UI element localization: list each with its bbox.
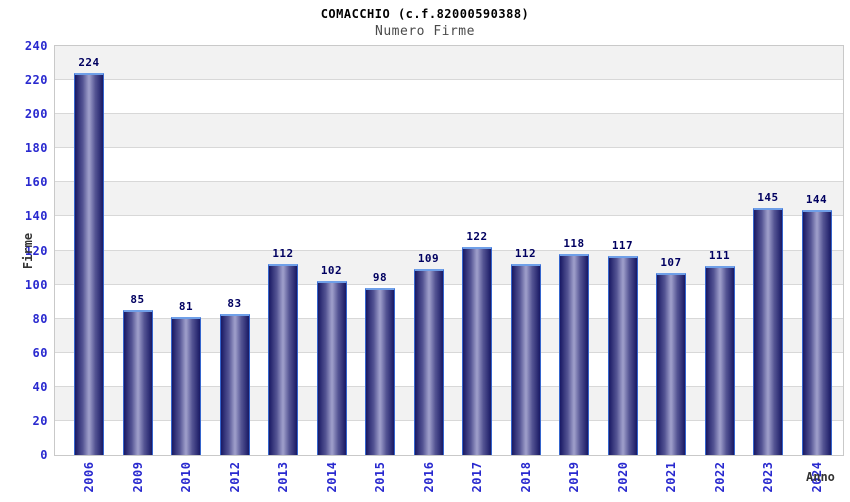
plot-band bbox=[55, 46, 843, 81]
gridline bbox=[55, 385, 843, 387]
bar-value-label: 117 bbox=[611, 238, 634, 252]
gridline bbox=[55, 317, 843, 319]
chart-subtitle: Numero Firme bbox=[375, 24, 475, 39]
bar-2019 bbox=[559, 253, 589, 455]
bar-value-label: 109 bbox=[417, 252, 440, 266]
bar-value-label: 85 bbox=[130, 293, 145, 307]
gridline bbox=[55, 249, 843, 251]
chart-title: COMACCHIO (c.f.82000590388) bbox=[320, 7, 530, 21]
x-tick-label: 2018 bbox=[518, 461, 533, 493]
bar-2013 bbox=[268, 264, 298, 455]
plot-band bbox=[55, 216, 843, 251]
plot-area bbox=[54, 45, 844, 456]
bar-2015 bbox=[365, 288, 395, 455]
bar-2016 bbox=[413, 269, 444, 455]
gridline bbox=[55, 215, 843, 217]
bar-2022 bbox=[704, 265, 735, 455]
x-tick-label: 2016 bbox=[421, 461, 436, 493]
bar-value-label: 122 bbox=[466, 230, 488, 244]
gridline bbox=[55, 419, 843, 421]
y-axis-title: Firme bbox=[21, 232, 35, 270]
plot-band bbox=[55, 148, 843, 183]
bar-value-label: 112 bbox=[514, 247, 537, 261]
x-tick-label: 2017 bbox=[470, 461, 484, 493]
x-tick-label: 2023 bbox=[761, 461, 775, 493]
y-tick-label: 180 bbox=[24, 141, 48, 156]
bar-value-label: 102 bbox=[320, 264, 343, 278]
x-tick-label: 2013 bbox=[276, 461, 290, 493]
bar-value-label: 144 bbox=[805, 192, 828, 206]
bar-value-label: 107 bbox=[660, 255, 682, 269]
bar-2014 bbox=[316, 281, 347, 455]
y-tick-label: 160 bbox=[24, 175, 48, 190]
x-tick-label: 2012 bbox=[227, 461, 242, 493]
bar-2010 bbox=[171, 316, 201, 455]
gridline bbox=[55, 351, 843, 353]
bar-value-label: 81 bbox=[178, 299, 194, 313]
bar-2024 bbox=[801, 209, 832, 455]
gridline bbox=[55, 147, 843, 149]
bar-2023 bbox=[753, 207, 783, 455]
bar-2009 bbox=[122, 310, 153, 455]
y-tick-label: 80 bbox=[32, 311, 48, 326]
x-tick-label: 2014 bbox=[324, 461, 339, 493]
y-tick-label: 60 bbox=[32, 345, 48, 360]
bar-value-label: 98 bbox=[372, 270, 388, 284]
gridline bbox=[55, 283, 843, 285]
bar-2021 bbox=[656, 272, 686, 455]
x-axis-title: Anno bbox=[806, 470, 835, 484]
x-tick-label: 2009 bbox=[130, 461, 145, 493]
x-tick-label: 2022 bbox=[712, 461, 727, 493]
bar-value-label: 118 bbox=[563, 236, 585, 250]
bar-2020 bbox=[607, 255, 638, 455]
plot-band bbox=[55, 114, 843, 149]
bar-value-label: 111 bbox=[708, 248, 731, 262]
y-tick-label: 240 bbox=[24, 39, 48, 53]
x-tick-label: 2010 bbox=[179, 461, 193, 493]
gridline bbox=[55, 181, 843, 183]
y-tick-label: 0 bbox=[40, 448, 48, 462]
gridline bbox=[55, 113, 843, 115]
bar-value-label: 112 bbox=[272, 247, 294, 261]
plot-band bbox=[55, 80, 843, 115]
bar-2012 bbox=[219, 313, 250, 455]
plot-band bbox=[55, 182, 843, 217]
bar-value-label: 83 bbox=[227, 296, 242, 310]
y-tick-label: 40 bbox=[32, 379, 48, 394]
bar-2018 bbox=[510, 264, 541, 455]
y-tick-label: 220 bbox=[24, 73, 48, 88]
bar-value-label: 145 bbox=[757, 190, 779, 204]
bar-2017 bbox=[462, 247, 492, 455]
x-tick-label: 2019 bbox=[567, 461, 581, 493]
y-tick-label: 200 bbox=[24, 107, 48, 122]
y-tick-label: 140 bbox=[24, 209, 48, 224]
x-tick-label: 2015 bbox=[373, 461, 387, 493]
bar-value-label: 224 bbox=[78, 56, 100, 70]
y-tick-label: 100 bbox=[24, 277, 48, 292]
x-tick-label: 2020 bbox=[615, 461, 630, 493]
y-tick-label: 20 bbox=[32, 413, 48, 428]
bar-2006 bbox=[74, 73, 104, 455]
gridline bbox=[55, 79, 843, 81]
y-tick-label: 120 bbox=[24, 243, 48, 258]
x-tick-label: 2006 bbox=[82, 461, 96, 493]
x-tick-label: 2021 bbox=[664, 461, 678, 493]
